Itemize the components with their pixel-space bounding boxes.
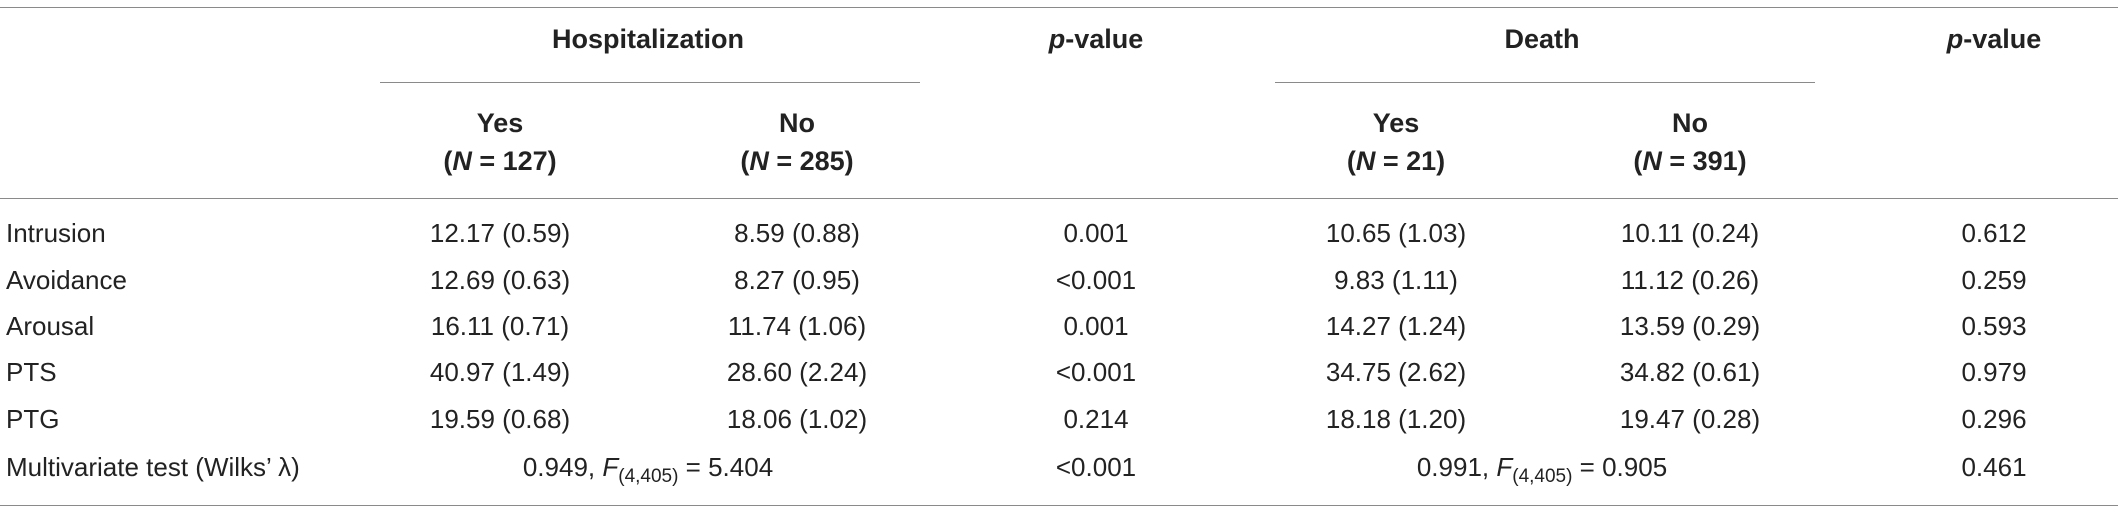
- n-value: = 127): [471, 146, 557, 176]
- row-label: Intrusion: [6, 218, 106, 248]
- cell-p1: <0.001: [1055, 265, 1137, 295]
- p-italic: p: [1048, 24, 1066, 54]
- cell-hosp-yes: 12.69 (0.63): [429, 265, 571, 295]
- cell-p2: 0.259: [1961, 265, 2027, 295]
- death-underline: [1275, 82, 1815, 83]
- cell-death-no: 13.59 (0.29): [1619, 311, 1761, 341]
- header-hospitalization: Hospitalization: [551, 24, 745, 54]
- cell-hosp-no: 18.06 (1.02): [726, 404, 868, 434]
- n-italic: N: [1642, 146, 1662, 176]
- cell-p2: 0.612: [1961, 218, 2027, 248]
- n-value: = 21): [1375, 146, 1446, 176]
- cell-p1: 0.001: [1063, 311, 1129, 341]
- header-bottom-rule: [0, 198, 2118, 199]
- p-italic: p: [1946, 24, 1964, 54]
- cell-hosp-no: 8.59 (0.88): [734, 218, 860, 248]
- row-label-multivariate: Multivariate test (Wilks’ λ): [6, 452, 300, 482]
- cell-p2: 0.296: [1961, 404, 2027, 434]
- row-label: Avoidance: [6, 265, 127, 295]
- header-death: Death: [1504, 24, 1580, 54]
- cell-death-no: 10.11 (0.24): [1620, 218, 1760, 248]
- cell-death-no: 11.12 (0.26): [1620, 265, 1760, 295]
- f-italic: F: [602, 452, 619, 482]
- lambda-value: 0.949,: [522, 452, 603, 482]
- cell-hosp-no: 11.74 (1.06): [727, 311, 867, 341]
- cell-death-yes: 9.83 (1.11): [1334, 265, 1458, 295]
- n-italic: N: [452, 146, 472, 176]
- subheader-death-yes-n: (N = 21): [1346, 146, 1446, 176]
- cell-hosp-yes: 16.11 (0.71): [430, 311, 570, 341]
- cell-p2-multivariate: 0.461: [1961, 452, 2027, 482]
- subheader-death-no: No: [1672, 108, 1708, 138]
- cell-hosp-no: 8.27 (0.95): [734, 265, 860, 295]
- cell-p1: 0.001: [1063, 218, 1129, 248]
- cell-hosp-yes: 40.97 (1.49): [429, 357, 571, 387]
- f-value: = 0.905: [1572, 452, 1668, 482]
- row-label: Arousal: [6, 311, 95, 341]
- f-value: = 5.404: [678, 452, 774, 482]
- cell-hosp-yes: 12.17 (0.59): [429, 218, 571, 248]
- p-rest: -value: [1963, 24, 2042, 54]
- f-subscript: (4,405): [1512, 466, 1573, 487]
- cell-p1: <0.001: [1055, 357, 1137, 387]
- cell-death-yes: 14.27 (1.24): [1325, 311, 1467, 341]
- cell-death-no: 34.82 (0.61): [1619, 357, 1761, 387]
- cell-p2: 0.979: [1961, 357, 2027, 387]
- subheader-hosp-no-n: (N = 285): [740, 146, 854, 176]
- subheader-death-no-n: (N = 391): [1633, 146, 1747, 176]
- f-subscript: (4,405): [618, 466, 679, 487]
- cell-death-yes: 18.18 (1.20): [1325, 404, 1467, 434]
- row-label: PTS: [6, 357, 57, 387]
- cell-death-yes: 10.65 (1.03): [1325, 218, 1467, 248]
- top-rule: [0, 7, 2118, 8]
- subheader-hosp-yes-n: (N = 127): [443, 146, 557, 176]
- lambda-value: 0.991,: [1416, 452, 1497, 482]
- n-value: = 391): [1661, 146, 1747, 176]
- header-p-value-2: p-value: [1947, 24, 2042, 55]
- n-value: = 285): [768, 146, 854, 176]
- hospitalization-underline: [380, 82, 920, 83]
- cell-hosp-no: 28.60 (2.24): [726, 357, 868, 387]
- subheader-hosp-no: No: [779, 108, 815, 138]
- cell-death-yes: 34.75 (2.62): [1325, 357, 1467, 387]
- cell-death-no: 19.47 (0.28): [1619, 404, 1761, 434]
- cell-p1-multivariate: <0.001: [1055, 452, 1137, 482]
- n-italic: N: [1355, 146, 1376, 176]
- row-label: PTG: [6, 404, 60, 434]
- subheader-death-yes: Yes: [1372, 108, 1420, 138]
- cell-p1: 0.214: [1063, 404, 1129, 434]
- header-p-value-1: p-value: [1049, 24, 1144, 55]
- bottom-rule: [0, 505, 2118, 506]
- f-italic: F: [1496, 452, 1513, 482]
- cell-hosp-yes: 19.59 (0.68): [429, 404, 571, 434]
- cell-hosp-multivariate: 0.949, F(4,405) = 5.404: [523, 452, 773, 488]
- n-italic: N: [749, 146, 769, 176]
- cell-death-multivariate: 0.991, F(4,405) = 0.905: [1417, 452, 1667, 488]
- subheader-hosp-yes: Yes: [476, 108, 524, 138]
- p-rest: -value: [1065, 24, 1144, 54]
- cell-p2: 0.593: [1961, 311, 2027, 341]
